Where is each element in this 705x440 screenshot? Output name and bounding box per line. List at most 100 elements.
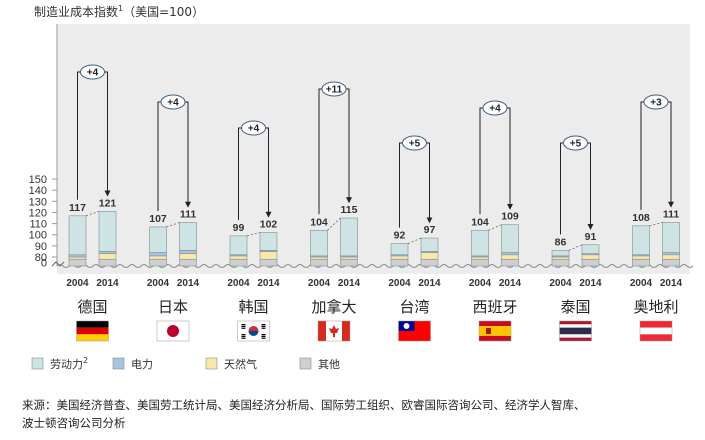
bar-segment-劳动力: [68, 215, 87, 256]
change-arrow: [668, 101, 674, 208]
change-label: +4: [489, 104, 501, 115]
country-label: 台湾: [399, 298, 429, 316]
y-tick-label: 140: [29, 185, 47, 197]
bar-segment-劳动力: [551, 250, 570, 257]
bar-group-5: 104 109: [471, 211, 519, 267]
bar-segment-劳动力: [662, 222, 680, 253]
bar-segment-天然气: [310, 256, 328, 260]
year-label: 2004: [66, 278, 89, 289]
value-label: 108: [632, 212, 650, 224]
year-label: 2004: [308, 278, 331, 289]
bar-segment-天然气: [68, 256, 87, 260]
country-flags: [76, 320, 673, 342]
bar-segment-劳动力: [390, 243, 409, 256]
bar-group-6: 86 91: [551, 231, 600, 267]
change-arrow: [587, 142, 594, 230]
y-tick-label: 90: [35, 241, 47, 253]
bar-segment-天然气: [149, 255, 167, 260]
source-note-line-1: 来源：美国经济普查、美国劳工统计局、美国经济分析局、国际劳工组织、欧睿国际咨询公…: [22, 398, 586, 412]
change-label: +3: [650, 98, 662, 109]
canada-flag: [317, 320, 351, 342]
country-label: 奥地利: [633, 298, 678, 316]
legend-swatch: [31, 357, 44, 370]
bar-segment-劳动力: [310, 229, 328, 257]
bar-segment-劳动力: [340, 217, 358, 257]
bar-segment-其他: [340, 258, 358, 267]
bar-group-7: 108 111: [632, 208, 680, 267]
value-label: 92: [394, 230, 406, 242]
germany-flag: [76, 320, 109, 342]
change-annotations: +4 +4 +4 +11 +5 +4 +5 +3: [77, 64, 674, 235]
bar-segment-电力: [662, 252, 680, 256]
legend-swatch: [205, 357, 218, 370]
bar-segment-其他: [662, 258, 680, 267]
change-oval: [321, 81, 347, 97]
change-label: +4: [167, 98, 179, 109]
bar-segment-电力: [68, 254, 87, 258]
bar-segment-劳动力: [259, 232, 278, 251]
change-oval: [402, 135, 427, 151]
y-tick-label: 150: [29, 174, 47, 186]
y-tick-label: 130: [29, 196, 47, 208]
bar-segment-劳动力: [229, 235, 248, 256]
change-label: +5: [409, 139, 421, 150]
value-label: 97: [424, 224, 436, 236]
bar-segment-劳动力: [149, 226, 167, 253]
bar-segment-天然气: [98, 253, 117, 260]
change-label: +11: [326, 85, 343, 96]
bar-segment-劳动力: [420, 237, 439, 252]
bar-groups: 117 121 107 111 99 102 104 115 92 97 104 109 86 91 108…: [68, 197, 680, 267]
bar-segment-其他: [98, 258, 117, 267]
legend-item: 天然气: [205, 357, 257, 371]
legend-item: 劳动力2: [31, 356, 88, 371]
value-label: 104: [310, 216, 328, 228]
value-label: 121: [99, 197, 117, 209]
country-label: 韩国: [238, 298, 268, 316]
y-tick-label: 0: [41, 258, 47, 270]
value-label: 91: [585, 231, 597, 243]
value-label: 109: [501, 211, 519, 223]
year-label: 2014: [338, 278, 361, 289]
change-arrow: [185, 101, 191, 208]
change-label: +4: [87, 68, 99, 79]
year-label: 2004: [388, 278, 411, 289]
change-label: +5: [570, 139, 582, 150]
bar-segment-劳动力: [501, 224, 519, 253]
south-korea-flag: [237, 320, 270, 342]
change-bracket-left: [640, 101, 644, 210]
value-label: 102: [260, 219, 278, 231]
spain-flag: [478, 320, 512, 342]
bar-segment-其他: [229, 258, 248, 267]
japan-flag: [156, 320, 190, 342]
value-label: 104: [471, 216, 489, 228]
country-label: 泰国: [560, 298, 590, 316]
bar-segment-天然气: [581, 254, 600, 260]
bar-segment-天然气: [551, 256, 570, 260]
legend-item: 其他: [299, 357, 340, 371]
value-label: 111: [180, 208, 197, 220]
legend-item: 电力: [112, 357, 153, 371]
change-oval: [482, 100, 508, 116]
bar-segment-劳动力: [179, 222, 197, 251]
bar-segment-其他: [390, 258, 409, 267]
y-tick-label: 120: [29, 207, 47, 219]
value-label: 111: [663, 208, 680, 220]
taiwan-flag: [398, 320, 431, 342]
change-arrow: [346, 88, 352, 204]
change-oval: [241, 120, 266, 136]
x-axis-labels: 2004 2014 德国 2004 2014 日本 2004 2014 韩国 2004 2014 加拿…: [66, 278, 682, 316]
change-bracket-left: [399, 142, 403, 228]
change-label: +4: [248, 124, 260, 135]
year-label: 2004: [147, 278, 170, 289]
change-bracket-left: [560, 142, 564, 235]
year-label: 2014: [96, 278, 119, 289]
bar-group-4: 92 97: [390, 224, 439, 267]
chart-title: 制造业成本指数1（美国=100）: [34, 4, 204, 19]
bar-segment-天然气: [390, 255, 409, 260]
legend-label: 天然气: [224, 357, 257, 371]
year-label: 2004: [469, 278, 492, 289]
value-label: 99: [233, 222, 245, 234]
bar-segment-其他: [632, 258, 650, 267]
bar-group-0: 117 121: [68, 197, 117, 267]
legend-label: 电力: [131, 358, 153, 371]
